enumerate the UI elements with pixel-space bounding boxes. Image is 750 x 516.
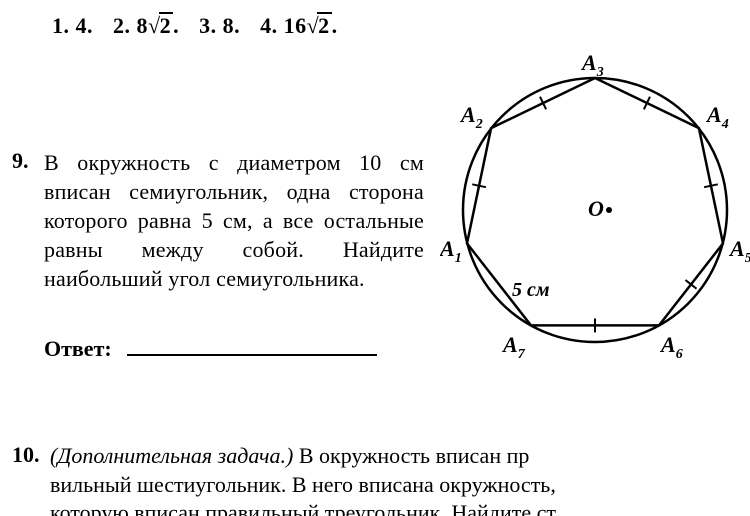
label-a5: A5 [728,236,750,266]
ans-1-label: 1. [52,13,70,38]
problem-10-number: 10. [12,442,46,468]
p10-l1: В окружность вписан пр [293,443,529,468]
ans-2: 2. 82. [113,13,185,38]
sqrt-icon: 2 [307,12,332,39]
problem-9-text: В окружность с диаметром 10 см вписан се… [44,148,424,293]
label-a4: A4 [705,102,729,132]
ans-2-pre: 8 [137,13,149,38]
label-a1: A1 [440,236,462,266]
ans-3-label: 3. [199,13,217,38]
ans-4: 4. 16 2. [260,13,338,38]
p10-l2: вильный шестиугольник. В него вписана ок… [50,472,556,497]
ans-4-label: 4. [260,13,278,38]
problem-10: 10. (Дополнительная задача.) В окружност… [12,442,742,516]
ans-2-rad: 2 [159,12,174,37]
ans-3: 3. 8. [199,13,246,38]
ans-4-rad: 2 [317,12,332,37]
ans-1: 1. 4. [52,13,99,38]
ans-2-post: . [173,13,179,38]
ans-4-pre: 16 [284,13,307,38]
previous-problem-answers: 1. 4. 2. 82. 3. 8. 4. 162. [52,12,352,39]
side-length-label: 5 см [512,279,550,301]
sqrt-icon: 2 [148,12,173,39]
heptagon-figure: O• O A1 A2 A3 A4 A5 A6 A7 5 см [440,40,750,370]
label-a7: A7 [501,332,526,362]
center-dot-icon [606,207,612,213]
p10-l3: которую вписан правильный треугольник. Н… [50,500,556,516]
center-label-real: O [588,196,604,221]
ans-4-post: . [332,13,338,38]
answer-label: Ответ: [44,336,112,361]
problem-9-number: 9. [12,148,40,174]
problem-9: 9. В окружность с диаметром 10 см вписан… [12,148,432,293]
problem-10-text: (Дополнительная задача.) В окружность вп… [50,442,738,516]
label-a6: A6 [659,332,683,362]
ans-2-label: 2. [113,13,131,38]
ans-3-val: 8. [223,13,241,38]
label-a3: A3 [580,50,604,80]
problem-10-em: (Дополнительная задача.) [50,443,293,468]
ans-1-val: 4. [76,13,94,38]
answer-blank[interactable] [127,344,377,356]
answer-row: Ответ: [44,336,377,362]
label-a2: A2 [459,102,483,132]
